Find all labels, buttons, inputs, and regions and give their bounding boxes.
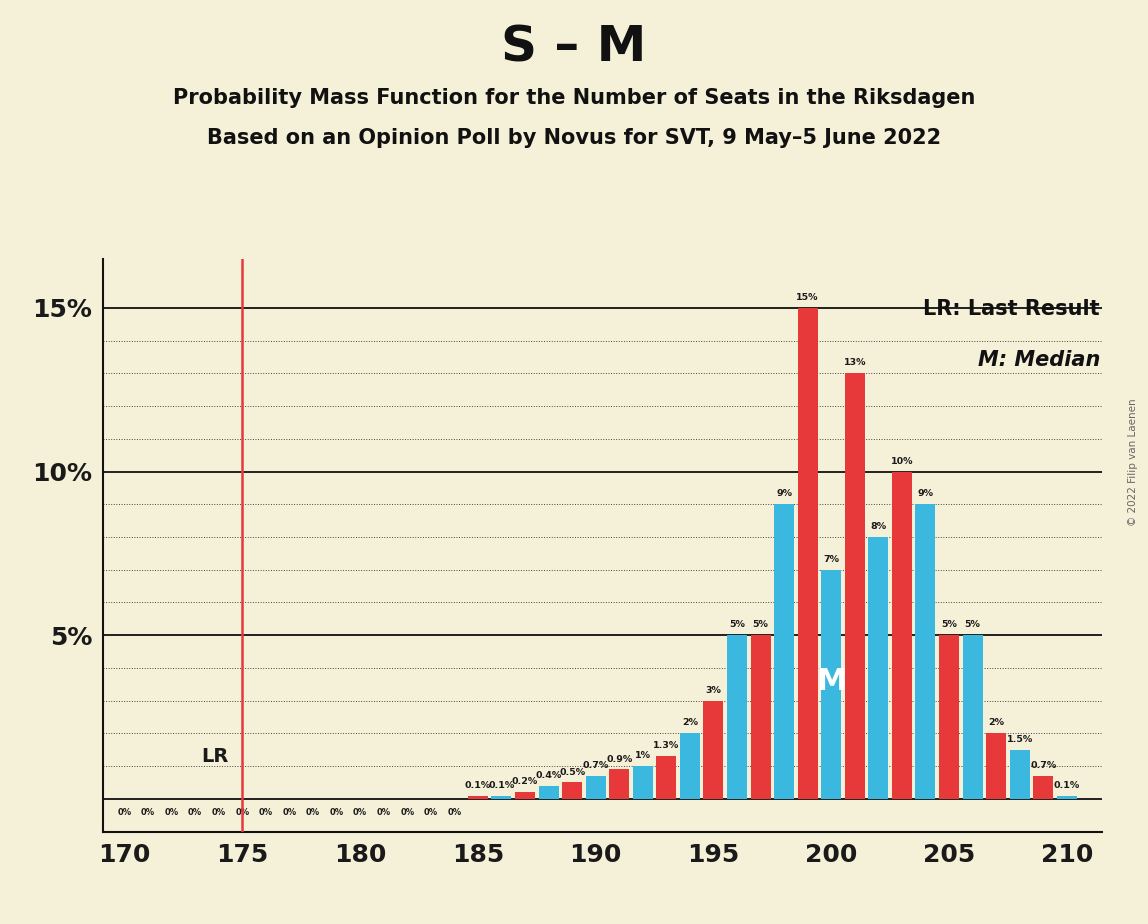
Text: 0%: 0% bbox=[211, 808, 226, 817]
Text: 9%: 9% bbox=[776, 490, 792, 498]
Text: 2%: 2% bbox=[988, 719, 1004, 727]
Text: 13%: 13% bbox=[844, 359, 866, 368]
Bar bbox=[633, 766, 653, 799]
Text: S – M: S – M bbox=[502, 23, 646, 71]
Text: © 2022 Filip van Laenen: © 2022 Filip van Laenen bbox=[1128, 398, 1138, 526]
Bar bbox=[915, 505, 936, 799]
Bar bbox=[962, 635, 983, 799]
Text: 0.2%: 0.2% bbox=[512, 777, 538, 786]
Bar bbox=[727, 635, 747, 799]
Text: 0%: 0% bbox=[117, 808, 132, 817]
Text: 15%: 15% bbox=[797, 293, 819, 302]
Text: 0%: 0% bbox=[188, 808, 202, 817]
Text: 5%: 5% bbox=[729, 620, 745, 629]
Text: M: Median: M: Median bbox=[978, 350, 1100, 371]
Text: 0%: 0% bbox=[401, 808, 414, 817]
Text: 0%: 0% bbox=[354, 808, 367, 817]
Text: 5%: 5% bbox=[941, 620, 957, 629]
Text: 5%: 5% bbox=[753, 620, 768, 629]
Text: 0%: 0% bbox=[377, 808, 390, 817]
Text: 1.3%: 1.3% bbox=[653, 741, 680, 750]
Bar bbox=[610, 770, 629, 799]
Text: 10%: 10% bbox=[891, 456, 913, 466]
Text: 0.9%: 0.9% bbox=[606, 755, 633, 763]
Text: 0.1%: 0.1% bbox=[1054, 781, 1080, 790]
Bar bbox=[798, 308, 817, 799]
Bar bbox=[868, 537, 889, 799]
Text: 0.1%: 0.1% bbox=[465, 781, 491, 790]
Bar bbox=[657, 757, 676, 799]
Bar bbox=[585, 776, 606, 799]
Bar bbox=[704, 700, 723, 799]
Bar bbox=[538, 785, 559, 799]
Text: 0.1%: 0.1% bbox=[488, 781, 514, 790]
Text: 0%: 0% bbox=[235, 808, 249, 817]
Text: 7%: 7% bbox=[823, 554, 839, 564]
Bar bbox=[986, 734, 1006, 799]
Bar bbox=[821, 570, 841, 799]
Text: 0%: 0% bbox=[164, 808, 179, 817]
Text: 9%: 9% bbox=[917, 490, 933, 498]
Bar bbox=[845, 373, 864, 799]
Bar bbox=[774, 505, 794, 799]
Text: LR: Last Result: LR: Last Result bbox=[923, 298, 1100, 319]
Text: 0.7%: 0.7% bbox=[582, 761, 608, 770]
Text: 0%: 0% bbox=[424, 808, 437, 817]
Bar bbox=[1057, 796, 1077, 799]
Text: 8%: 8% bbox=[870, 522, 886, 531]
Text: 3%: 3% bbox=[706, 686, 721, 695]
Text: Probability Mass Function for the Number of Seats in the Riksdagen: Probability Mass Function for the Number… bbox=[173, 88, 975, 108]
Text: 2%: 2% bbox=[682, 719, 698, 727]
Bar bbox=[680, 734, 700, 799]
Bar bbox=[939, 635, 959, 799]
Text: M: M bbox=[816, 666, 846, 696]
Bar bbox=[1009, 749, 1030, 799]
Text: Based on an Opinion Poll by Novus for SVT, 9 May–5 June 2022: Based on an Opinion Poll by Novus for SV… bbox=[207, 128, 941, 148]
Bar bbox=[468, 796, 488, 799]
Text: 0.7%: 0.7% bbox=[1030, 761, 1056, 770]
Text: 0%: 0% bbox=[282, 808, 296, 817]
Bar bbox=[892, 471, 912, 799]
Bar bbox=[563, 783, 582, 799]
Text: 1%: 1% bbox=[635, 751, 651, 760]
Text: 0.4%: 0.4% bbox=[535, 771, 561, 780]
Text: 0.5%: 0.5% bbox=[559, 768, 585, 776]
Bar bbox=[1033, 776, 1053, 799]
Bar bbox=[491, 796, 511, 799]
Text: 0%: 0% bbox=[448, 808, 461, 817]
Text: LR: LR bbox=[201, 747, 228, 766]
Text: 0%: 0% bbox=[141, 808, 155, 817]
Text: 0%: 0% bbox=[258, 808, 273, 817]
Text: 1.5%: 1.5% bbox=[1007, 735, 1033, 744]
Bar bbox=[751, 635, 770, 799]
Text: 0%: 0% bbox=[305, 808, 320, 817]
Text: 0%: 0% bbox=[329, 808, 343, 817]
Bar bbox=[515, 792, 535, 799]
Text: 5%: 5% bbox=[964, 620, 980, 629]
